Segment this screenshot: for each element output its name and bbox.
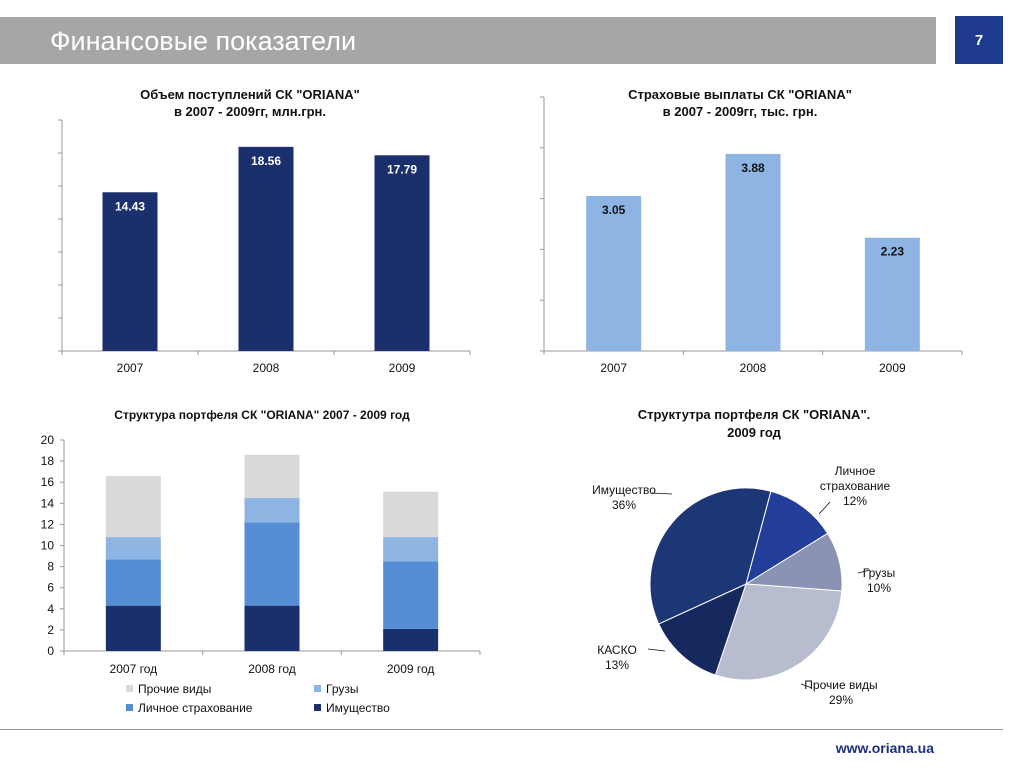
y-tick-label: 16 bbox=[41, 475, 55, 489]
bar-value-label: 17.79 bbox=[387, 162, 417, 176]
bar-2008 bbox=[238, 146, 294, 351]
pie-category-label: Имущество bbox=[592, 483, 656, 497]
pie-percent-label: 36% bbox=[612, 498, 636, 512]
bar-2007 bbox=[102, 192, 158, 351]
page-title: Финансовые показатели bbox=[50, 26, 357, 56]
pie-slice-КАСКО bbox=[658, 583, 747, 676]
stack-segment-Грузы bbox=[244, 498, 300, 523]
legend-label: Прочие виды bbox=[138, 682, 211, 696]
x-tick-label: 2008 год bbox=[248, 662, 296, 676]
bar-value-label: 3.05 bbox=[602, 203, 626, 217]
bar-value-label: 3.88 bbox=[741, 161, 765, 175]
x-tick-label: 2007 год bbox=[110, 662, 158, 676]
chart-title: Структура портфеля СК "ORIANA" 2007 - 20… bbox=[114, 408, 410, 422]
legend-swatch bbox=[314, 704, 321, 711]
y-tick-label: 10 bbox=[41, 539, 55, 553]
page-number-badge: 7 bbox=[955, 16, 1003, 64]
pie-category-label: Грузы bbox=[863, 566, 896, 580]
pie-percent-label: 13% bbox=[605, 658, 629, 672]
header-bar bbox=[0, 17, 936, 64]
pie-leader-line bbox=[647, 648, 666, 652]
stack-segment-Имущество bbox=[244, 605, 300, 651]
y-tick-label: 18 bbox=[41, 454, 55, 468]
chart-title: в 2007 - 2009гг, тыс. грн. bbox=[663, 104, 818, 119]
stack-segment-Личное страхование bbox=[105, 559, 161, 606]
pie-slice-Личное страхование bbox=[745, 490, 829, 586]
portfolio-pie-chart: Структутра портфеля СК "ORIANA". 2009 год… bbox=[592, 407, 896, 707]
chart-title: Структутра портфеля СК "ORIANA". bbox=[638, 407, 870, 422]
y-tick-label: 0 bbox=[47, 644, 54, 658]
legend-swatch bbox=[126, 685, 133, 692]
payouts-bar-chart: Страховые выплаты СК "ORIANA" в 2007 - 20… bbox=[540, 87, 963, 375]
stack-segment-Грузы bbox=[383, 537, 439, 562]
pie-slice-Прочие виды bbox=[714, 583, 843, 681]
stack-segment-Личное страхование bbox=[244, 522, 300, 606]
footer-divider bbox=[0, 729, 1003, 730]
bar-2009 bbox=[864, 237, 920, 351]
stack-segment-Личное страхование bbox=[383, 561, 439, 629]
portfolio-stacked-chart: Структура портфеля СК "ORIANA" 2007 - 20… bbox=[41, 408, 481, 715]
y-tick-label: 4 bbox=[47, 602, 54, 616]
bar-2008 bbox=[725, 153, 781, 351]
bar-2007 bbox=[586, 196, 642, 351]
stack-segment-Прочие виды bbox=[244, 454, 300, 499]
y-tick-label: 8 bbox=[47, 560, 54, 574]
y-tick-label: 6 bbox=[47, 581, 54, 595]
pie-percent-label: 10% bbox=[867, 581, 891, 595]
stack-segment-Имущество bbox=[383, 628, 439, 651]
legend-swatch bbox=[126, 704, 133, 711]
bar-value-label: 14.43 bbox=[115, 199, 145, 213]
pie-category-label: Прочие виды bbox=[804, 678, 877, 692]
x-tick-label: 2009 год bbox=[387, 662, 435, 676]
pie-category-label: Личное bbox=[835, 464, 876, 478]
pie-percent-label: 29% bbox=[829, 693, 853, 707]
bar-value-label: 18.56 bbox=[251, 154, 281, 168]
y-tick-label: 14 bbox=[41, 496, 55, 510]
stack-segment-Грузы bbox=[105, 537, 161, 560]
bar-value-label: 2.23 bbox=[881, 245, 905, 259]
legend-label: Грузы bbox=[326, 682, 359, 696]
y-tick-label: 12 bbox=[41, 517, 55, 531]
x-tick-label: 2007 bbox=[117, 361, 144, 375]
x-tick-label: 2007 bbox=[600, 361, 627, 375]
stack-segment-Прочие виды bbox=[383, 491, 439, 538]
pie-leader-line bbox=[651, 492, 673, 495]
x-tick-label: 2009 bbox=[879, 361, 906, 375]
pie-slice-Имущество bbox=[649, 487, 772, 625]
pie-percent-label: 12% bbox=[843, 494, 867, 508]
y-tick-label: 20 bbox=[41, 433, 55, 447]
bar-2009 bbox=[374, 155, 430, 351]
legend-label: Личное страхование bbox=[138, 701, 253, 715]
chart-title: Страховые выплаты СК "ORIANA" bbox=[628, 87, 852, 102]
stack-segment-Прочие виды bbox=[105, 475, 161, 538]
pie-leader-line bbox=[857, 569, 871, 574]
revenue-bar-chart: Объем поступлений СК "ORIANA" в 2007 - 20… bbox=[58, 87, 471, 375]
y-tick-label: 2 bbox=[47, 623, 54, 637]
legend-swatch bbox=[314, 685, 321, 692]
x-tick-label: 2008 bbox=[740, 361, 767, 375]
legend-label: Имущество bbox=[326, 701, 390, 715]
pie-leader-line bbox=[818, 501, 831, 515]
website-link[interactable]: www.oriana.ua bbox=[835, 740, 934, 756]
pie-leader-line bbox=[800, 683, 813, 689]
chart-title: Объем поступлений СК "ORIANA" bbox=[140, 87, 360, 102]
pie-category-label: КАСКО bbox=[597, 643, 637, 657]
chart-title: 2009 год bbox=[727, 425, 782, 440]
pie-category-label: страхование bbox=[820, 479, 891, 493]
x-tick-label: 2009 bbox=[389, 361, 416, 375]
x-tick-label: 2008 bbox=[253, 361, 280, 375]
stack-segment-Имущество bbox=[105, 605, 161, 651]
chart-title: в 2007 - 2009гг, млн.грн. bbox=[174, 104, 326, 119]
